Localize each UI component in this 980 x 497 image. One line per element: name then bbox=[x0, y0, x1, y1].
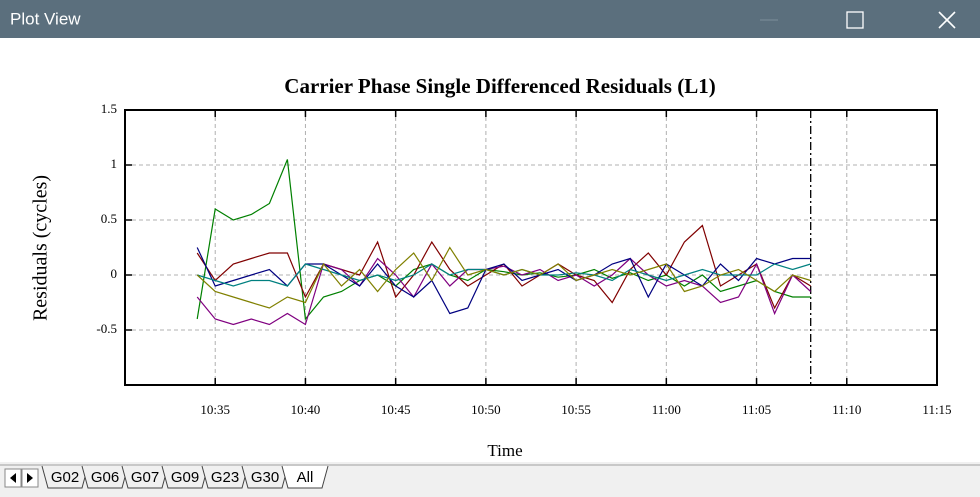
series-line bbox=[196, 159, 811, 321]
x-tick-label: 10:45 bbox=[381, 402, 411, 417]
y-axis-label: Residuals (cycles) bbox=[30, 175, 52, 321]
y-tick-label: 1.5 bbox=[101, 101, 117, 116]
x-tick-label: 11:15 bbox=[922, 402, 951, 417]
y-tick-label: -0.5 bbox=[96, 321, 117, 336]
maximize-button[interactable] bbox=[846, 11, 864, 29]
series-line bbox=[196, 246, 811, 309]
y-tick-label: 0 bbox=[111, 266, 118, 281]
x-tick-label: 11:05 bbox=[742, 402, 771, 417]
close-button[interactable] bbox=[938, 11, 956, 29]
series-line bbox=[196, 257, 812, 326]
y-tick-label: 1 bbox=[111, 156, 118, 171]
window-title: Plot View bbox=[10, 9, 81, 28]
x-tick-label: 10:50 bbox=[471, 402, 501, 417]
tab-label[interactable]: G06 bbox=[91, 469, 119, 486]
chart-title: Carrier Phase Single Differenced Residua… bbox=[284, 74, 715, 98]
title-bar bbox=[0, 0, 980, 38]
tab-label[interactable]: All bbox=[297, 469, 314, 486]
x-tick-label: 11:00 bbox=[652, 402, 681, 417]
x-tick-label: 11:10 bbox=[832, 402, 861, 417]
x-tick-label: 10:35 bbox=[200, 402, 230, 417]
tab-label[interactable]: G07 bbox=[131, 469, 159, 486]
scroll-right-arrow bbox=[27, 473, 33, 483]
tab-label[interactable]: G30 bbox=[251, 469, 279, 486]
tab-label[interactable]: G09 bbox=[171, 469, 199, 486]
tab-label[interactable]: G02 bbox=[51, 469, 79, 486]
x-axis-label: Time bbox=[487, 441, 522, 460]
plot-frame bbox=[124, 109, 938, 386]
y-tick-label: 0.5 bbox=[101, 211, 117, 226]
x-tick-label: 10:40 bbox=[291, 402, 321, 417]
tab-label[interactable]: G23 bbox=[211, 469, 239, 486]
tab-shape[interactable] bbox=[281, 465, 329, 489]
scroll-left-arrow bbox=[10, 473, 16, 483]
x-tick-label: 10:55 bbox=[561, 402, 591, 417]
